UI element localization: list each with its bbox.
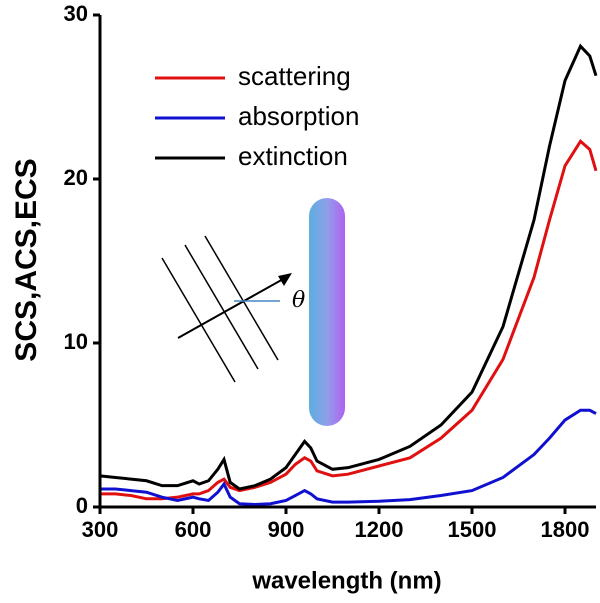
inset-diagram: θ <box>161 198 345 426</box>
legend-label: extinction <box>238 141 348 171</box>
y-axis-label: SCS,ACS,ECS <box>10 158 43 361</box>
series-line <box>100 408 597 507</box>
x-tick-label: 600 <box>175 517 212 542</box>
y-tick-label: 30 <box>64 1 88 26</box>
series-line <box>100 138 598 501</box>
y-tick-label: 0 <box>76 493 88 518</box>
series-line <box>99 43 598 491</box>
x-tick-label: 900 <box>268 517 305 542</box>
x-axis-label: wavelength (nm) <box>251 567 441 594</box>
legend-label: scattering <box>238 61 351 91</box>
x-tick-label: 1800 <box>541 517 590 542</box>
y-tick-label: 20 <box>64 165 88 190</box>
legend-label: absorption <box>238 101 359 131</box>
nanorod <box>309 198 345 426</box>
x-tick-label: 300 <box>82 517 119 542</box>
x-tick-label: 1500 <box>448 517 497 542</box>
y-tick-label: 10 <box>64 329 88 354</box>
axes <box>98 15 596 509</box>
angle-label: θ <box>292 288 305 313</box>
x-tick-label: 1200 <box>355 517 404 542</box>
